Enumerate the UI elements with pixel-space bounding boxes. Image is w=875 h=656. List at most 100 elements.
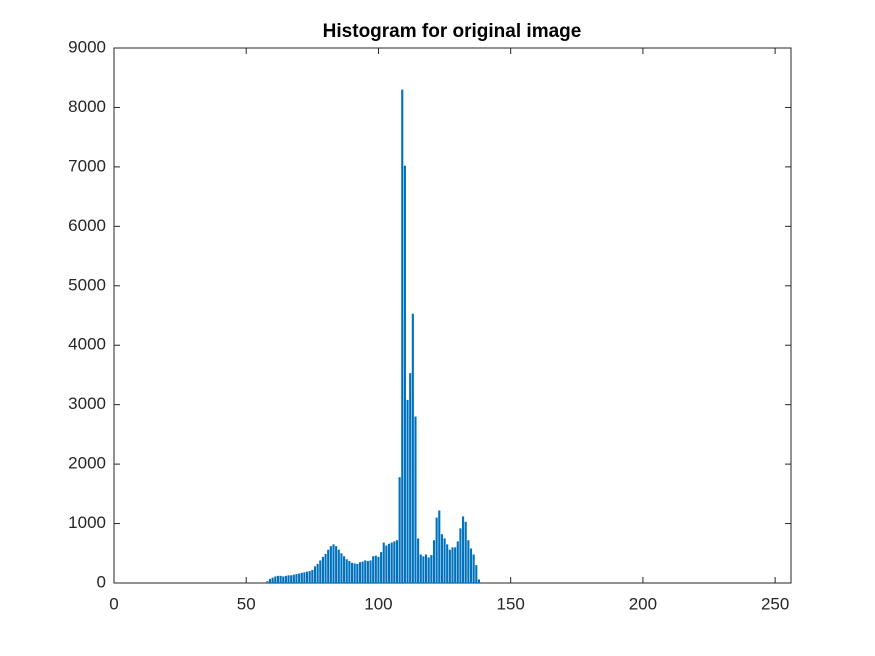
bar (332, 544, 335, 583)
bar (472, 554, 475, 583)
y-tick-label: 8000 (68, 97, 106, 116)
bar (411, 313, 414, 583)
y-tick-label: 9000 (68, 37, 106, 56)
bar (406, 399, 409, 583)
bar (282, 576, 285, 583)
bar (361, 561, 364, 583)
bar (435, 517, 438, 583)
x-tick-label: 250 (761, 594, 789, 613)
bar (316, 563, 319, 583)
bar (290, 575, 293, 583)
bar (319, 560, 322, 583)
bar (446, 544, 449, 583)
bar (305, 571, 309, 583)
bar (409, 373, 412, 583)
bar (298, 573, 301, 583)
x-tick-label: 100 (364, 594, 392, 613)
bar (345, 559, 348, 583)
bar (266, 581, 269, 583)
bar (279, 575, 282, 583)
bar (438, 510, 441, 583)
y-tick-label: 1000 (68, 513, 106, 532)
y-tick-label: 4000 (68, 335, 106, 354)
bar (353, 563, 356, 583)
bar (448, 549, 451, 583)
bar (454, 547, 457, 583)
bar (456, 541, 459, 583)
bar (372, 556, 375, 583)
bar (337, 549, 340, 583)
y-tick-label: 0 (97, 572, 106, 591)
bar (358, 562, 361, 583)
bar (477, 579, 481, 583)
bar (364, 560, 367, 583)
y-tick-label: 2000 (68, 454, 106, 473)
bar (417, 538, 420, 583)
bar (432, 540, 436, 583)
bar (422, 556, 425, 583)
y-tick-label: 3000 (68, 394, 106, 413)
bar (366, 561, 369, 583)
bar (327, 549, 330, 583)
bar (443, 538, 446, 583)
bar (295, 574, 298, 583)
bar (284, 575, 287, 583)
x-tick-label: 200 (629, 594, 657, 613)
x-tick-label: 150 (496, 594, 524, 613)
bar (276, 575, 280, 583)
bar (377, 556, 380, 583)
bar (385, 545, 388, 583)
bar (335, 546, 338, 583)
bar (300, 572, 303, 583)
bar (340, 553, 343, 583)
bar (390, 542, 393, 583)
bar (430, 555, 433, 583)
bar (274, 576, 277, 583)
bar (398, 477, 401, 583)
x-tick-label: 50 (237, 594, 256, 613)
bar (382, 542, 385, 583)
bar (427, 557, 430, 583)
bar (311, 569, 314, 583)
bar (350, 562, 354, 583)
bar (324, 553, 327, 583)
bar (464, 521, 467, 583)
y-tick-label: 6000 (68, 216, 106, 235)
bar (287, 575, 290, 583)
x-tick-label: 0 (109, 594, 118, 613)
bar (451, 547, 454, 583)
bar (462, 516, 465, 583)
bar (292, 574, 295, 583)
bar (469, 548, 473, 583)
bar (403, 165, 406, 583)
bar (380, 552, 383, 583)
bar (313, 566, 317, 583)
bar (393, 541, 396, 583)
bar (321, 556, 324, 583)
bar (343, 556, 346, 583)
bar (414, 416, 417, 583)
bar (308, 571, 311, 583)
chart-title: Histogram for original image (323, 21, 582, 42)
bar (329, 546, 332, 583)
bar (348, 561, 351, 583)
bar (424, 554, 428, 583)
bar (369, 560, 372, 583)
bar (271, 577, 274, 583)
bar (459, 528, 462, 583)
y-tick-label: 5000 (68, 275, 106, 294)
bar (475, 565, 478, 583)
bar (395, 540, 399, 583)
bar (387, 543, 391, 583)
bar (374, 555, 377, 583)
bar (303, 572, 306, 583)
bar (401, 89, 404, 583)
y-tick-label: 7000 (68, 156, 106, 175)
bar (419, 554, 422, 583)
bar (356, 563, 359, 583)
bar (467, 540, 470, 583)
bar (440, 534, 443, 583)
bar (268, 578, 272, 583)
